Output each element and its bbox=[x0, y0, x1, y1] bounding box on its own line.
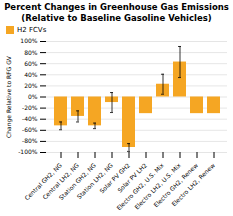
svg-text:Central LH2, NG: Central LH2, NG bbox=[40, 161, 81, 201]
svg-text:60%: 60% bbox=[24, 60, 38, 67]
svg-text:-40%: -40% bbox=[22, 115, 38, 122]
svg-text:-80%: -80% bbox=[22, 137, 38, 144]
svg-text:-20%: -20% bbox=[22, 104, 38, 111]
html-text:H2 FCVs: H2 FCVs bbox=[17, 26, 47, 34]
svg-text:40%: 40% bbox=[24, 71, 38, 78]
svg-text:-100%: -100% bbox=[18, 148, 38, 155]
html-text:Percent Changes in Greenhouse: Percent Changes in Greenhouse Gas Emissi… bbox=[4, 2, 229, 23]
svg-text:Electro LH2, Renew: Electro LH2, Renew bbox=[170, 161, 216, 207]
svg-text:0%: 0% bbox=[28, 93, 38, 100]
svg-text:-60%: -60% bbox=[22, 126, 38, 133]
svg-text:100%: 100% bbox=[20, 37, 37, 44]
svg-text:80%: 80% bbox=[24, 49, 38, 56]
svg-text:Electro GH2, Renew: Electro GH2, Renew bbox=[152, 161, 200, 209]
svg-text:Solar PV GH2: Solar PV GH2 bbox=[98, 161, 132, 195]
svg-text:Station GH2, NG: Station GH2, NG bbox=[57, 161, 98, 202]
svg-text:Station LH2, NG: Station LH2, NG bbox=[75, 161, 115, 201]
svg-text:20%: 20% bbox=[24, 82, 38, 89]
svg-text:Solar PV LH2: Solar PV LH2 bbox=[115, 161, 149, 194]
svg-text:Central GH2, NG: Central GH2, NG bbox=[23, 161, 64, 202]
svg-text:Change Relative to RFG GV: Change Relative to RFG GV bbox=[5, 55, 13, 138]
